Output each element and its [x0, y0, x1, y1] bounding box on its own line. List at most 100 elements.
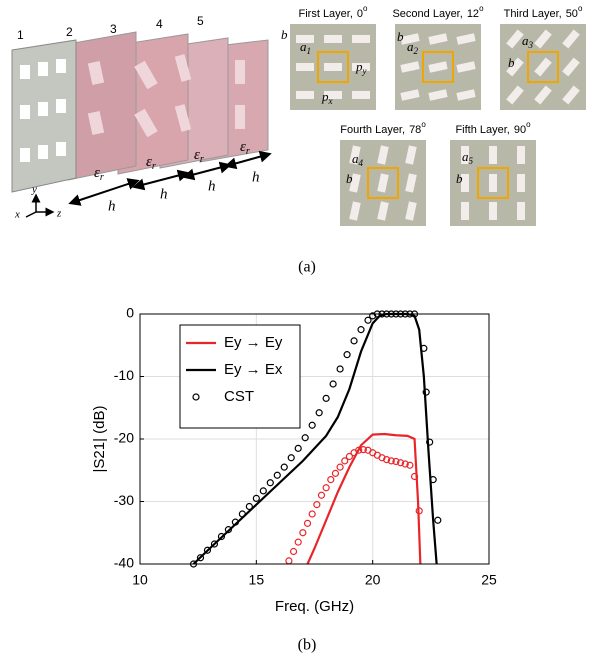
label-sub: 1 [307, 46, 312, 56]
epsilon-label: εr [240, 139, 250, 157]
layer-label: py [355, 59, 367, 76]
series-marker [343, 351, 351, 359]
series-marker [369, 312, 377, 320]
resonator [517, 146, 525, 164]
resonator [349, 145, 361, 165]
series-marker [280, 463, 288, 471]
layer-label: a2 [407, 39, 419, 56]
series-marker [378, 454, 386, 462]
y-axis-label: |S21| (dB) [91, 406, 108, 473]
label-sub: 3 [528, 40, 534, 50]
y-tick-label: -40 [114, 555, 134, 571]
resonator [324, 63, 342, 71]
epsilon-label: εr [146, 154, 156, 172]
resonator [377, 173, 389, 193]
axis-z: z [56, 208, 62, 220]
resonator [296, 35, 314, 43]
layer-1-holes [20, 59, 66, 162]
series-marker [287, 454, 295, 462]
resonator [352, 91, 370, 99]
y-tick-label: 0 [126, 305, 134, 321]
layer-2 [67, 31, 137, 181]
epsilon-sub: r [200, 154, 204, 165]
resonator [562, 29, 580, 49]
layer-label: b [281, 27, 288, 42]
epsilon-label: εr [194, 147, 204, 165]
series-marker [289, 547, 298, 556]
series-marker [345, 452, 353, 461]
series-marker [364, 316, 372, 324]
resonator [349, 173, 361, 193]
resonator [456, 61, 476, 73]
label-base: p [355, 59, 363, 74]
layer-angle: 12 [467, 8, 479, 20]
series-marker [238, 510, 246, 518]
layer-number: 3 [110, 22, 117, 36]
resonator [506, 57, 524, 77]
label-base: b [346, 171, 353, 186]
series-marker [341, 457, 349, 465]
resonator [461, 174, 469, 192]
unit-cell [317, 51, 349, 83]
series-marker [259, 487, 267, 495]
layer-angle: 90 [514, 124, 526, 136]
axis-y: y [31, 184, 37, 196]
layer-unit: o [421, 120, 426, 129]
series-marker [315, 409, 323, 417]
resonator [405, 145, 417, 165]
series-line [306, 432, 422, 565]
layer-name: Second Layer, [392, 8, 462, 20]
label-sub: 4 [359, 158, 364, 168]
series-marker [392, 457, 400, 466]
epsilon-sub: r [100, 172, 104, 183]
resonator [405, 173, 417, 193]
x-tick-label: 15 [249, 572, 265, 588]
plot-frame [139, 313, 490, 565]
layer-label: b [456, 171, 463, 186]
layer-number: 5 [197, 14, 204, 28]
x-tick-label: 10 [132, 572, 148, 588]
label-sub: 5 [469, 156, 474, 166]
x-tick-label: 20 [365, 572, 381, 588]
resonator [534, 85, 552, 105]
series-marker [313, 501, 321, 509]
resonator [296, 63, 314, 71]
label-base: p [321, 89, 329, 104]
layer-title: Third Layer, 50o [504, 4, 583, 20]
series-marker [410, 472, 419, 481]
x-axis-label: Freq. (GHz) [275, 598, 354, 615]
layer-label: b [346, 171, 353, 186]
resonator [324, 35, 342, 43]
label-base: a [407, 39, 414, 54]
resonator [461, 146, 469, 164]
resonator [400, 33, 420, 45]
label-base: a [522, 33, 529, 48]
series-marker [406, 461, 414, 469]
layer-label: b [397, 29, 404, 44]
layer-label: a5 [462, 149, 474, 166]
series-marker [231, 518, 239, 526]
series-marker [415, 507, 423, 515]
resonator [349, 201, 361, 221]
layer-stack [11, 31, 269, 193]
label-base: a [300, 39, 307, 54]
resonator [377, 145, 389, 165]
series-marker [322, 394, 330, 402]
layer-label: a1 [300, 39, 311, 56]
series-marker [420, 344, 428, 352]
series-marker [196, 554, 205, 562]
resonator [428, 89, 448, 101]
resonator [352, 63, 370, 71]
series-marker [329, 380, 337, 388]
layer-view [340, 140, 426, 226]
resonator [428, 33, 448, 45]
series-marker [429, 476, 437, 484]
series-marker [327, 476, 335, 484]
resonator [506, 85, 524, 105]
series-marker [357, 326, 365, 334]
layer-angle: 78 [409, 124, 421, 136]
h-label: h [208, 178, 216, 194]
series-marker [336, 463, 344, 471]
